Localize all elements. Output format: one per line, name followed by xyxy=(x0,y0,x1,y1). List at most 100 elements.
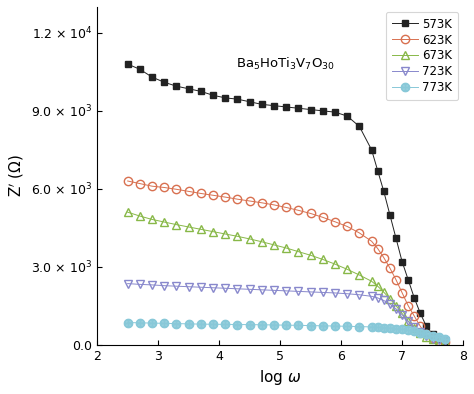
673K xyxy=(418,331,423,335)
573K xyxy=(149,75,155,80)
Y-axis label: Z$^{\prime}$ ($\Omega$): Z$^{\prime}$ ($\Omega$) xyxy=(7,154,26,197)
673K xyxy=(381,290,387,295)
723K xyxy=(320,290,326,295)
Line: 723K: 723K xyxy=(124,279,449,346)
723K xyxy=(399,312,405,317)
623K xyxy=(308,211,313,216)
673K xyxy=(247,236,253,241)
723K xyxy=(356,292,362,297)
623K xyxy=(332,219,338,224)
X-axis label: log $\omega$: log $\omega$ xyxy=(259,368,301,387)
623K xyxy=(162,185,167,190)
773K xyxy=(344,324,350,329)
623K xyxy=(210,193,216,198)
623K xyxy=(137,181,143,186)
773K xyxy=(381,325,387,330)
623K xyxy=(430,336,436,340)
573K xyxy=(296,106,301,111)
623K xyxy=(320,215,326,220)
673K xyxy=(424,335,429,339)
673K xyxy=(235,234,240,239)
573K xyxy=(198,89,204,94)
773K xyxy=(259,322,264,327)
623K xyxy=(436,338,441,343)
773K xyxy=(424,332,429,336)
673K xyxy=(332,262,338,266)
573K xyxy=(344,114,350,119)
573K xyxy=(405,277,411,282)
573K xyxy=(125,62,130,67)
723K xyxy=(271,288,277,293)
573K xyxy=(259,102,264,107)
723K xyxy=(247,287,253,292)
623K xyxy=(296,208,301,213)
723K xyxy=(235,286,240,291)
673K xyxy=(137,214,143,218)
673K xyxy=(186,225,191,229)
623K xyxy=(393,277,399,282)
573K xyxy=(235,97,240,102)
573K xyxy=(430,332,436,336)
723K xyxy=(222,286,228,291)
623K xyxy=(247,199,253,203)
723K xyxy=(381,298,387,303)
773K xyxy=(137,320,143,325)
673K xyxy=(271,243,277,247)
773K xyxy=(308,323,313,328)
573K xyxy=(393,236,399,240)
723K xyxy=(283,288,289,293)
673K xyxy=(442,340,447,344)
773K xyxy=(235,322,240,327)
Line: 623K: 623K xyxy=(124,177,449,346)
573K xyxy=(381,189,387,194)
773K xyxy=(369,325,374,329)
573K xyxy=(375,168,381,173)
623K xyxy=(344,224,350,229)
773K xyxy=(198,322,204,327)
573K xyxy=(332,110,338,115)
773K xyxy=(332,324,338,329)
773K xyxy=(222,322,228,327)
723K xyxy=(296,289,301,294)
723K xyxy=(418,330,423,335)
673K xyxy=(344,267,350,272)
623K xyxy=(375,246,381,251)
773K xyxy=(173,321,179,326)
623K xyxy=(222,195,228,199)
673K xyxy=(430,337,436,342)
673K xyxy=(125,210,130,214)
673K xyxy=(210,229,216,234)
573K xyxy=(271,103,277,108)
723K xyxy=(137,282,143,287)
723K xyxy=(369,294,374,299)
773K xyxy=(387,326,393,331)
723K xyxy=(393,307,399,311)
623K xyxy=(235,197,240,202)
623K xyxy=(424,332,429,336)
723K xyxy=(198,285,204,290)
723K xyxy=(173,284,179,288)
673K xyxy=(356,273,362,277)
773K xyxy=(436,335,441,340)
623K xyxy=(198,191,204,196)
573K xyxy=(308,107,313,112)
573K xyxy=(424,324,429,329)
573K xyxy=(247,99,253,104)
Line: 673K: 673K xyxy=(124,208,449,346)
773K xyxy=(393,326,399,331)
573K xyxy=(442,340,447,344)
723K xyxy=(210,285,216,290)
723K xyxy=(411,325,417,329)
623K xyxy=(405,303,411,308)
723K xyxy=(162,283,167,288)
723K xyxy=(430,336,436,341)
723K xyxy=(332,291,338,296)
Legend: 573K, 623K, 673K, 723K, 773K: 573K, 623K, 673K, 723K, 773K xyxy=(386,12,458,100)
773K xyxy=(125,320,130,325)
723K xyxy=(375,296,381,300)
623K xyxy=(442,340,447,344)
573K xyxy=(222,95,228,100)
723K xyxy=(344,291,350,296)
673K xyxy=(387,296,393,301)
673K xyxy=(162,220,167,225)
